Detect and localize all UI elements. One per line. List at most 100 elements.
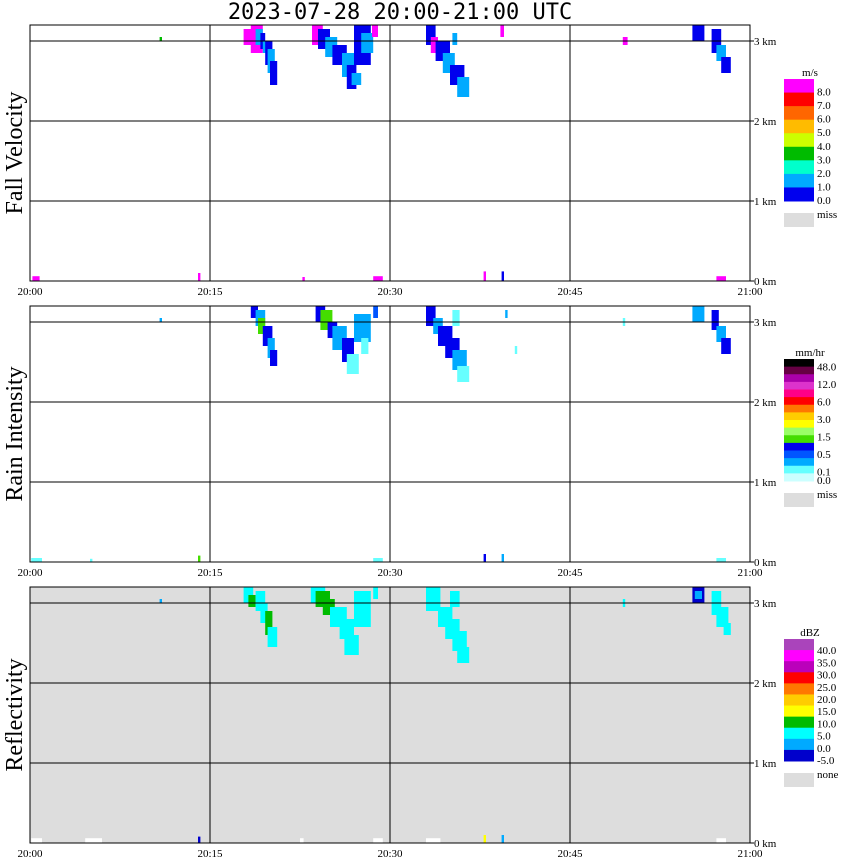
data-cell bbox=[692, 25, 705, 41]
x-tick-label: 20:15 bbox=[197, 286, 223, 298]
data-cell bbox=[452, 350, 467, 370]
colorbar-label: 15.0 bbox=[817, 706, 837, 718]
data-cell bbox=[452, 310, 460, 326]
data-cell bbox=[346, 65, 357, 89]
y-axis-label: Fall Velocity bbox=[2, 92, 28, 215]
data-cell bbox=[721, 338, 731, 354]
x-tick-label: 20:00 bbox=[17, 286, 43, 298]
colorbar-swatch bbox=[784, 381, 814, 390]
colorbar-miss-label: miss bbox=[817, 489, 837, 501]
colorbar-label: 2.0 bbox=[817, 168, 831, 180]
data-cell bbox=[716, 276, 726, 281]
colorbar-swatch bbox=[784, 420, 814, 429]
colorbar-swatch bbox=[784, 366, 814, 375]
data-cell bbox=[31, 838, 42, 843]
x-tick-label: 20:15 bbox=[197, 848, 223, 860]
data-cell bbox=[457, 366, 470, 382]
colorbar-swatch bbox=[784, 683, 814, 695]
data-cell bbox=[426, 306, 436, 326]
data-cell bbox=[483, 835, 486, 843]
chart-title: 2023-07-28 20:00-21:00 UTC bbox=[227, 0, 573, 25]
colorbar-swatch bbox=[784, 749, 814, 762]
data-cell bbox=[351, 73, 362, 85]
colorbar-swatch bbox=[784, 650, 814, 662]
colorbar-label: 12.0 bbox=[817, 379, 837, 391]
colorbar-label: 25.0 bbox=[817, 682, 837, 694]
data-cell bbox=[302, 277, 305, 281]
colorbar-swatch bbox=[784, 160, 814, 175]
data-cell bbox=[457, 77, 470, 97]
y-tick-label: 2 km bbox=[754, 678, 777, 690]
colorbar-label: 1.0 bbox=[817, 181, 831, 193]
colorbar-label: 30.0 bbox=[817, 670, 837, 682]
colorbar: m/s 8.07.0 6.05.0 4.03.0 2.01.0 0.0 miss bbox=[784, 67, 837, 227]
colorbar-swatch bbox=[784, 173, 814, 188]
data-cell bbox=[262, 41, 268, 53]
colorbar-label: 0.0 bbox=[817, 195, 831, 207]
data-cell bbox=[694, 591, 702, 599]
colorbar-label: 0.0 bbox=[817, 743, 831, 755]
panel-1: 0 km 1 km 2 km 3 km 20:00 20:15 20:30 20:45 21:0… bbox=[2, 24, 837, 298]
data-cell bbox=[373, 838, 383, 843]
data-cell bbox=[373, 276, 383, 281]
colorbar-miss-swatch bbox=[784, 493, 814, 507]
colorbar-swatch bbox=[784, 661, 814, 673]
colorbar-swatch bbox=[784, 639, 814, 651]
data-cell bbox=[692, 306, 705, 322]
y-tick-label: 1 km bbox=[754, 758, 777, 770]
colorbar-swatch bbox=[784, 727, 814, 740]
colorbar-label: 3.0 bbox=[817, 414, 831, 426]
colorbar-swatch bbox=[784, 427, 814, 436]
colorbar-swatch bbox=[784, 694, 814, 707]
data-cell bbox=[265, 611, 273, 635]
colorbar-swatch bbox=[784, 672, 814, 684]
data-cell bbox=[159, 599, 162, 603]
data-cell bbox=[457, 647, 470, 663]
data-cell bbox=[721, 57, 731, 73]
colorbar-swatch bbox=[784, 716, 814, 729]
colorbar: mm/hr 48.0 12.0 6.0 3.0 1.5 0.5 0.10.0 miss bbox=[784, 347, 837, 507]
x-tick-label: 20:45 bbox=[557, 848, 583, 860]
data-cell bbox=[354, 314, 371, 342]
colorbar-label: 0.1 bbox=[817, 466, 831, 478]
data-cell bbox=[426, 838, 441, 843]
colorbar-swatch bbox=[784, 79, 814, 94]
data-cell bbox=[31, 558, 42, 562]
colorbar-swatch bbox=[784, 389, 814, 398]
x-tick-label: 21:00 bbox=[737, 848, 763, 860]
data-cell bbox=[501, 835, 504, 843]
x-tick-label: 20:15 bbox=[197, 567, 223, 579]
plot-frame bbox=[29, 305, 751, 563]
y-tick-label: 3 km bbox=[754, 317, 777, 329]
colorbar-label: 4.0 bbox=[817, 141, 831, 153]
data-cell bbox=[85, 838, 102, 843]
data-cell bbox=[339, 619, 354, 639]
data-cell bbox=[716, 838, 726, 843]
data-cell bbox=[346, 354, 359, 374]
colorbar-swatch bbox=[784, 374, 814, 383]
y-tick-label: 2 km bbox=[754, 116, 777, 128]
data-cell bbox=[198, 836, 201, 843]
data-cell bbox=[501, 271, 504, 281]
data-cell bbox=[262, 326, 273, 346]
colorbar-swatch bbox=[784, 146, 814, 161]
colorbar: dBZ 40.035.030.025.020.015.010.05.00.0-5.… bbox=[784, 627, 839, 787]
colorbar-label: 8.0 bbox=[817, 87, 831, 99]
colorbar-label: 5.0 bbox=[817, 127, 831, 139]
data-cell bbox=[373, 558, 383, 562]
colorbar-swatch bbox=[784, 133, 814, 148]
data-cell bbox=[258, 318, 266, 334]
data-cell bbox=[426, 25, 436, 45]
x-tick-label: 20:30 bbox=[377, 848, 403, 860]
colorbar-swatch bbox=[784, 119, 814, 134]
data-cell bbox=[501, 554, 504, 562]
data-cell bbox=[723, 623, 731, 635]
y-tick-label: 3 km bbox=[754, 598, 777, 610]
y-axis-label: Rain Intensity bbox=[2, 366, 28, 501]
colorbar-swatch bbox=[784, 705, 814, 718]
colorbar-swatch bbox=[784, 404, 814, 413]
colorbar-label: 48.0 bbox=[817, 362, 837, 374]
colorbar-label: 0.0 bbox=[817, 475, 831, 487]
colorbar-unit: dBZ bbox=[800, 627, 820, 639]
colorbar-label: -5.0 bbox=[817, 755, 835, 767]
